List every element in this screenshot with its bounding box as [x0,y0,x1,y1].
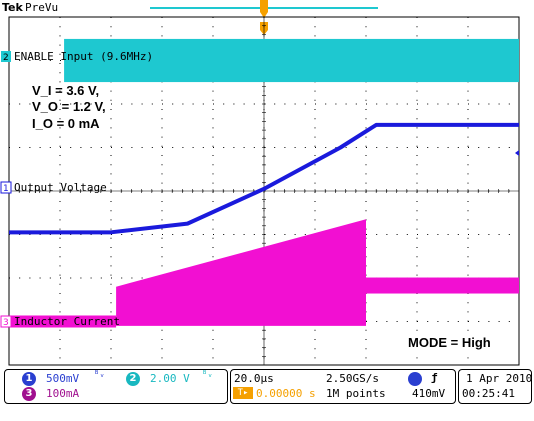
sample-rate[interactable]: 2.50GS/s [326,372,379,385]
ch2-reference-marker[interactable]: 2 [1,51,11,63]
horizontal-delay[interactable]: 0.00000 s [256,387,316,400]
ch3-badge[interactable]: 3 [22,387,36,401]
date: 1 Apr 2010 [466,372,533,385]
ch1-badge[interactable]: 1 [22,372,36,386]
condition-vi: V_I = 3.6 V, [32,83,99,98]
date-time-panel [458,369,532,404]
ch3-reference-marker[interactable]: 3 [0,315,12,328]
delay-icon: T▸ [233,387,253,399]
trigger-position-marker[interactable] [260,0,268,18]
svg-text:1: 1 [3,184,9,194]
ch2-scale[interactable]: 2.00 V [150,372,190,385]
trigger-level-marker[interactable] [515,150,519,156]
trigger-slope-icon[interactable]: ƒ [431,371,438,384]
svg-text:2: 2 [3,53,9,63]
mode-label-background [404,332,500,352]
inductor-current-waveform [116,219,366,326]
brand-logo: Tek [2,1,24,14]
ch2-badge[interactable]: 2 [126,372,140,386]
ch1-label: Output Voltage [14,181,107,194]
inductor-current-baseline [9,315,117,328]
horizontal-scale[interactable]: 20.0µs [234,372,274,385]
output-voltage-waveform [9,122,519,235]
condition-vo: V_O = 1.2 V, [32,99,106,114]
mode-label: MODE = High [408,335,491,350]
enable-input-waveform [64,38,519,83]
inductor-current-tail [366,277,519,294]
trigger-source-badge[interactable] [408,372,422,386]
ch1-reference-marker[interactable]: 1 [0,181,12,194]
ch1-scale[interactable]: 500mV [46,372,80,385]
ch2-bw-icon: ᴮᵥ [202,370,213,380]
mode-label: PreVu [25,1,58,14]
ch1-bw-icon: ᴮᵥ [94,370,105,380]
ch3-scale[interactable]: 100mA [46,387,80,400]
trigger-level[interactable]: 410mV [412,387,446,400]
horizontal-settings-panel [230,369,456,404]
condition-io: I_O = 0 mA [32,116,100,131]
time: 00:25:41 [462,387,515,400]
record-length[interactable]: 1M points [326,387,386,400]
vertical-settings-panel [4,369,228,404]
ch2-label: ENABLE Input (9.6MHz) [14,50,153,63]
svg-text:3: 3 [3,318,9,328]
ch3-label: Inductor Current [14,315,120,328]
